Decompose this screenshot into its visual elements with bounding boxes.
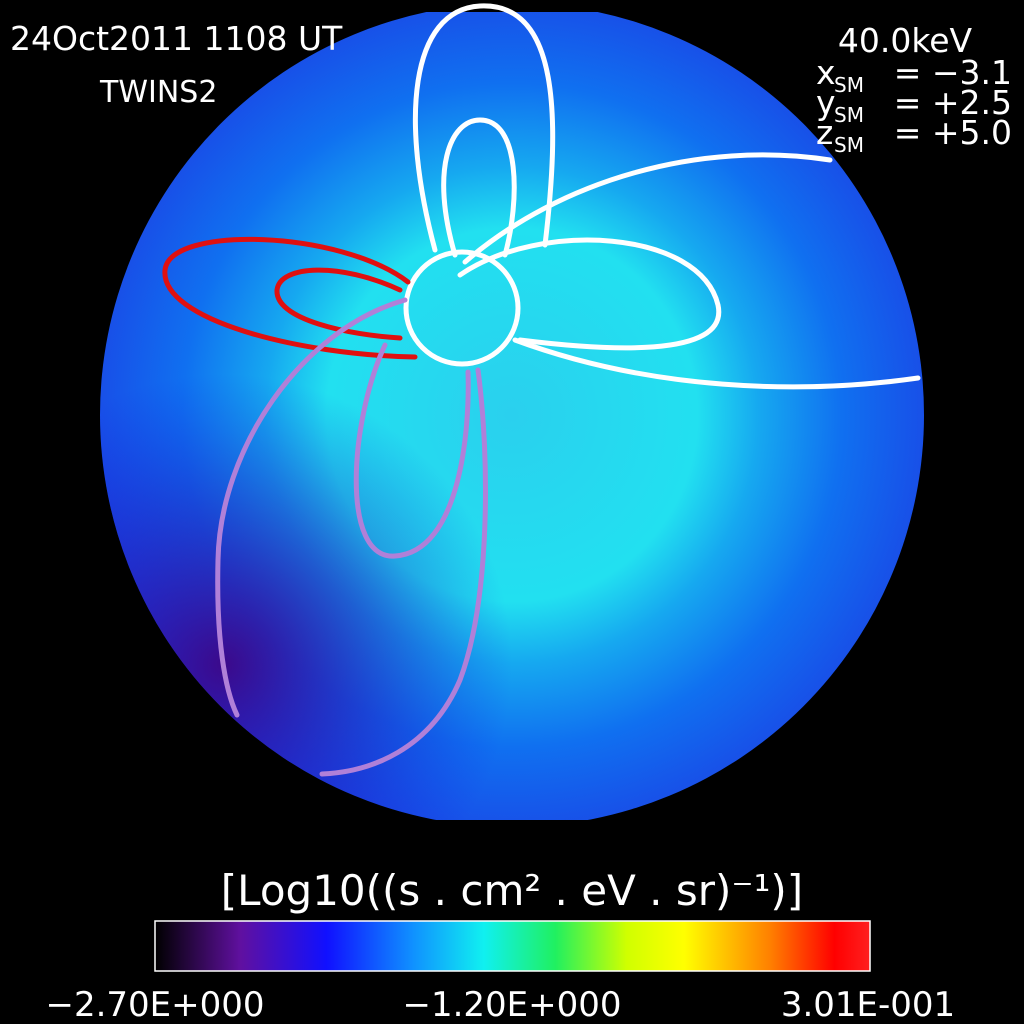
field-line [319, 367, 488, 777]
field-line [215, 297, 408, 718]
image-area [100, 12, 924, 820]
field-lines [162, 3, 921, 777]
colorbar-tick-label: 3.01E-001 [781, 985, 955, 1024]
energy-label: 40.0keV [838, 21, 973, 60]
field-line [441, 117, 517, 258]
colorbar-label: [Log10((s . cm² . eV . sr)⁻¹)] [221, 866, 803, 915]
colorbar-tick-label: −1.20E+000 [402, 985, 621, 1024]
coord-axis: y [816, 83, 836, 122]
coord-axis: x [816, 53, 836, 92]
colorbar-tick-label: −2.70E+000 [45, 985, 264, 1024]
earth [403, 249, 521, 367]
coord-subscript: SM [834, 133, 864, 157]
coord-subscript: SM [834, 103, 864, 127]
colorbar-ticks: −2.70E+000 −1.20E+000 3.01E-001 [45, 985, 955, 1024]
satellite-label: TWINS2 [99, 75, 217, 110]
flux-disc [100, 12, 924, 820]
field-line [457, 237, 722, 351]
coord-axis: z [816, 113, 833, 152]
field-line [462, 152, 833, 265]
field-line [353, 342, 471, 559]
coord-subscript: SM [834, 73, 864, 97]
coord-value: = +2.5 [894, 83, 1012, 122]
colorbar [154, 920, 871, 972]
date-label: 24Oct2011 1108 UT [10, 19, 343, 58]
field-line [512, 337, 921, 390]
coord-value: = −3.1 [894, 53, 1012, 92]
field-line [162, 236, 418, 360]
field-line [412, 3, 556, 253]
coord-value: = +5.0 [894, 113, 1012, 152]
flux-low-region [100, 12, 924, 820]
field-line [274, 267, 403, 341]
